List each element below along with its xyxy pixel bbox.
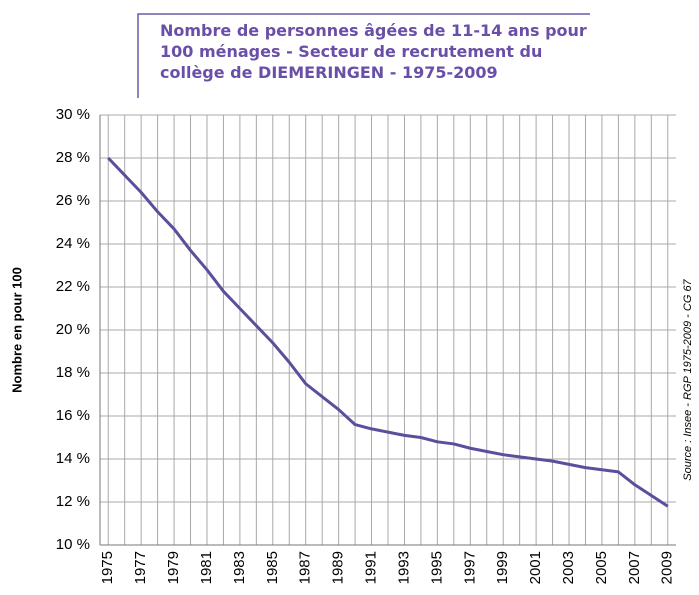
x-tick-label: 1981 (198, 551, 215, 584)
x-tick-label: 1987 (297, 551, 314, 584)
chart-title: Nombre de personnes âgées de 11-14 ans p… (160, 21, 587, 82)
y-tick-label: 24 % (56, 235, 90, 252)
x-tick-label: 2001 (527, 551, 544, 584)
source: Source : Insee - RGP 1975-2009 - CG 67 (682, 278, 694, 480)
x-tick-label: 1999 (494, 551, 511, 584)
line (107, 156, 669, 508)
y-tick-label: 20 % (56, 321, 90, 338)
x-tick-label: 1985 (264, 551, 281, 584)
x-tick-label: 1993 (395, 551, 412, 584)
x-tick-label: 1991 (363, 551, 380, 584)
x-tick-label: 1997 (461, 551, 478, 584)
y-tick-label: 12 % (56, 493, 90, 510)
x-tick-label: 2003 (560, 551, 577, 584)
y-tick-label: 28 % (56, 149, 90, 166)
y-tick-label: 22 % (56, 278, 90, 295)
x-tick-label: 1975 (99, 551, 116, 584)
y-tick-label: 18 % (56, 364, 90, 381)
x-tick-label: 2005 (593, 551, 610, 584)
y-tick-label: 10 % (56, 536, 90, 553)
x-tick-label: 1989 (330, 551, 347, 584)
x-tick-label: 2007 (626, 551, 643, 584)
y-tick-label: 30 % (56, 106, 90, 123)
x-tick-label: 2009 (659, 551, 676, 584)
y-tick-label: 26 % (56, 192, 90, 209)
x-tick-label: 1983 (231, 551, 248, 584)
x-tick-label: 1995 (428, 551, 445, 584)
title-frame (137, 13, 590, 98)
y-tick-label: 14 % (56, 450, 90, 467)
y-tick-label: 16 % (56, 407, 90, 424)
y-axis-label: Nombre en pour 100 (9, 267, 24, 393)
x-tick-label: 1977 (132, 551, 149, 584)
x-tick-label: 1979 (165, 551, 182, 584)
